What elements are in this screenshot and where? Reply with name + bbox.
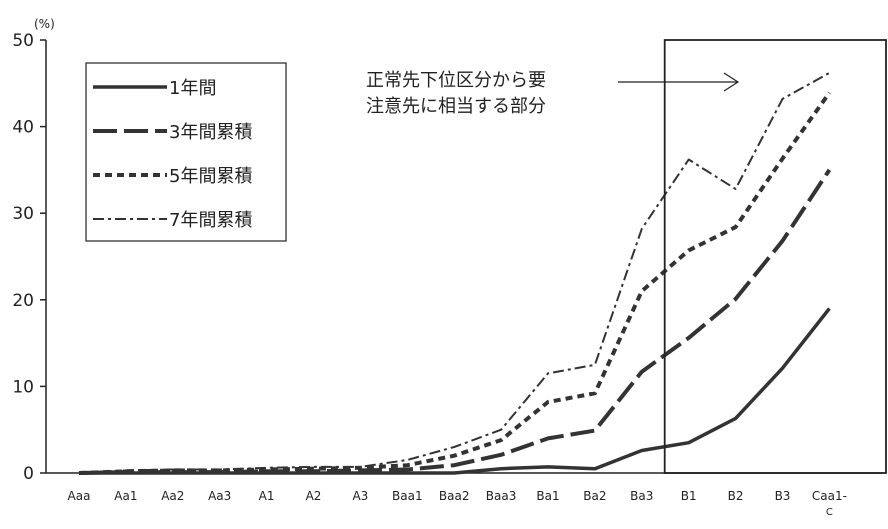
y-tick-label: 10 bbox=[12, 377, 34, 397]
x-tick-label: A1 bbox=[259, 489, 275, 503]
annotation-text-line: 正常先下位区分から要 bbox=[366, 70, 546, 91]
x-tick-label: Aaa bbox=[68, 489, 91, 503]
legend-label: 7年間累積 bbox=[169, 210, 252, 231]
y-axis-ticks: 0 10 20 30 40 50(%) bbox=[12, 17, 54, 484]
y-unit-label: (%) bbox=[34, 17, 55, 31]
highlight-box bbox=[663, 39, 887, 474]
x-axis-ticks: Aaa Aa1 Aa2 Aa3 A1 A2 A3 Baa1 Baa2 Baa3 Ba1 Ba2 Ba3 B… bbox=[68, 489, 847, 518]
x-tick-label: Baa3 bbox=[486, 489, 517, 503]
y-tick-label: 40 bbox=[12, 118, 34, 138]
x-tick-label: Caa1- C bbox=[812, 489, 847, 518]
series-lines bbox=[78, 72, 832, 475]
y-tick-label: 50 bbox=[12, 31, 34, 51]
x-tick-label-line: C bbox=[826, 507, 833, 518]
x-tick-label: B3 bbox=[775, 489, 791, 503]
x-tick-label: A2 bbox=[306, 489, 322, 503]
x-tick-label: Baa1 bbox=[392, 489, 423, 503]
legend-label: 3年間累積 bbox=[169, 122, 252, 143]
y-tick-label: 0 bbox=[23, 464, 34, 484]
x-tick-label: B2 bbox=[728, 489, 744, 503]
x-tick-label: Baa2 bbox=[439, 489, 470, 503]
x-tick-label: Ba1 bbox=[536, 489, 559, 503]
legend: 1年間 3年間累積 5年間累積 7年間累積 bbox=[85, 62, 287, 242]
x-tick-label: Aa2 bbox=[161, 489, 184, 503]
series-line-1 bbox=[79, 307, 831, 475]
annotation-arrow-head bbox=[723, 72, 740, 92]
x-tick-label: Ba2 bbox=[583, 489, 606, 503]
y-tick-label: 20 bbox=[12, 291, 34, 311]
x-tick-label: Aa3 bbox=[208, 489, 231, 503]
x-tick-label: Aa1 bbox=[114, 489, 137, 503]
series-line-4 bbox=[78, 72, 830, 474]
highlight-region bbox=[663, 39, 887, 474]
legend-label: 1年間 bbox=[169, 78, 216, 99]
x-tick-label: A3 bbox=[352, 489, 368, 503]
x-tick-label: B1 bbox=[681, 489, 697, 503]
legend-label: 5年間累積 bbox=[169, 166, 252, 187]
legend-box bbox=[85, 62, 287, 242]
x-tick-label-line: Caa1- bbox=[812, 489, 847, 503]
y-tick-label: 30 bbox=[12, 204, 34, 224]
annotation-text-line: 注意先に相当する部分 bbox=[366, 96, 546, 117]
x-tick-label: Ba3 bbox=[630, 489, 653, 503]
